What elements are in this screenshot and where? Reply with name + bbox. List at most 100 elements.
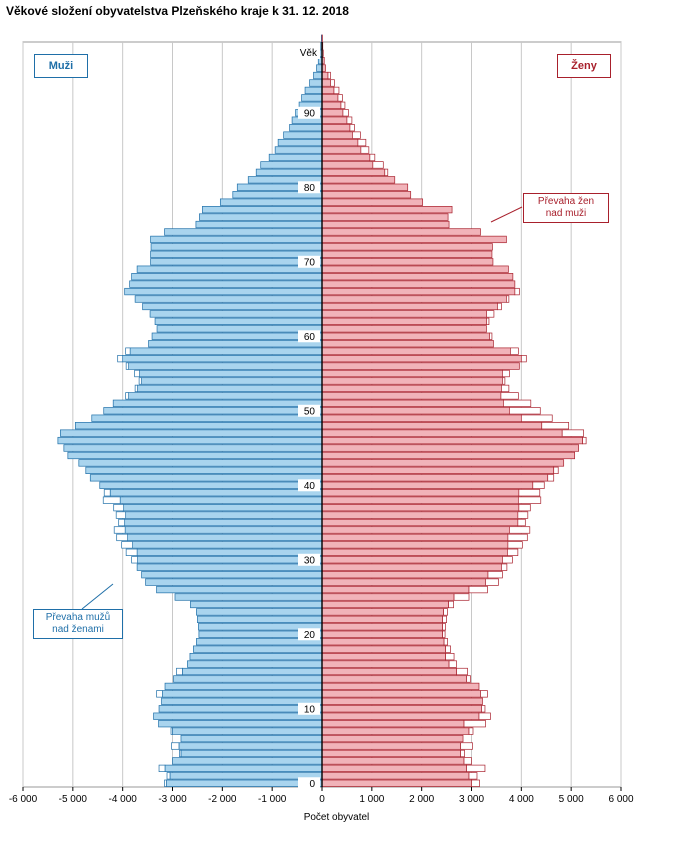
female-deficit-age-42 (553, 466, 559, 475)
female-bar-age-86 (321, 138, 359, 147)
male-bar-age-55 (139, 369, 323, 378)
legend-male: Muži (34, 54, 88, 78)
male-bar-age-45 (63, 444, 323, 452)
x-tick-label-2: -4 000 (108, 794, 137, 805)
female-deficit-age-40 (532, 481, 545, 489)
female-bar-age-3 (321, 757, 465, 765)
male-bar-age-34 (124, 526, 323, 534)
female-deficit-age-92 (337, 94, 343, 102)
x-tick-label-4: -2 000 (208, 794, 237, 805)
male-surplus-age-15 (176, 667, 183, 676)
male-bar-age-9 (153, 712, 323, 720)
female-bar-age-32 (321, 541, 509, 549)
male-bar-age-22 (197, 615, 323, 623)
female-bar-age-1 (321, 772, 470, 780)
male-bar-age-37 (123, 504, 323, 512)
male-bar-age-84 (268, 153, 323, 162)
female-bar-age-12 (321, 690, 481, 698)
male-bar-age-25 (174, 593, 323, 601)
x-tick-label-0: -6 000 (9, 794, 38, 805)
x-tick-label-5: -1 000 (258, 794, 287, 805)
male-bar-age-63 (149, 310, 323, 318)
male-bar-age-67 (129, 280, 323, 288)
male-surplus-note: Převaha mužů nad ženami (33, 609, 123, 639)
female-bar-age-80 (321, 183, 409, 191)
female-deficit-age-37 (518, 504, 531, 512)
female-bar-age-38 (321, 496, 519, 504)
female-bar-age-64 (321, 302, 498, 311)
female-bar-age-8 (321, 720, 465, 728)
age-tick-bg-1 (298, 702, 320, 715)
female-bar-age-87 (321, 131, 353, 139)
female-surplus-leader (490, 206, 523, 223)
female-bar-age-45 (321, 444, 579, 452)
female-bar-age-67 (321, 280, 516, 288)
female-bar-age-61 (321, 325, 487, 333)
female-bar-age-92 (321, 94, 339, 102)
female-deficit-age-91 (340, 101, 346, 109)
female-bar-age-30 (321, 556, 503, 564)
female-deficit-age-36 (517, 511, 529, 519)
x-tick-label-12: 6 000 (608, 794, 633, 805)
female-bar-age-23 (321, 608, 444, 616)
female-deficit-age-23 (443, 608, 448, 616)
female-deficit-age-15 (456, 667, 468, 676)
male-surplus-age-38 (102, 496, 121, 504)
age-tick-bg-6 (298, 330, 320, 343)
male-bar-age-41 (89, 474, 323, 482)
age-tick-label-9: 90 (304, 108, 316, 119)
female-bar-age-0 (321, 779, 472, 787)
male-bar-age-54 (141, 377, 323, 385)
female-surplus-note: Převaha žen nad muži (523, 193, 609, 223)
female-bar-age-71 (321, 250, 493, 258)
male-bar-age-17 (189, 652, 323, 661)
male-bar-age-33 (127, 533, 323, 542)
female-deficit-age-20 (442, 630, 446, 638)
female-bar-age-16 (321, 660, 450, 668)
male-bar-age-62 (154, 317, 323, 326)
female-bar-age-70 (321, 258, 494, 266)
male-surplus-leader (81, 583, 114, 610)
female-deficit-age-12 (480, 690, 488, 698)
male-bar-age-64 (142, 302, 323, 311)
male-bar-age-48 (74, 422, 323, 430)
female-deficit-age-19 (443, 638, 448, 646)
female-bar-age-48 (321, 422, 543, 430)
female-bar-age-46 (321, 436, 583, 445)
female-deficit-age-1 (468, 772, 478, 780)
male-bar-age-51 (112, 399, 323, 407)
male-surplus-age-4 (179, 749, 182, 758)
female-bar-age-53 (321, 384, 502, 393)
female-deficit-age-4 (460, 749, 465, 758)
age-axis-title-bg (292, 46, 320, 59)
male-bar-age-72 (150, 243, 323, 251)
female-bar-age-18 (321, 645, 446, 653)
female-deficit-age-32 (507, 541, 523, 549)
female-bar-age-84 (321, 153, 371, 162)
female-deficit-age-34 (509, 526, 531, 534)
male-bar-age-85 (274, 146, 323, 154)
female-deficit-age-14 (466, 675, 471, 683)
female-bar-age-39 (321, 489, 520, 497)
female-deficit-age-87 (352, 131, 361, 139)
bars (57, 34, 587, 787)
female-bar-age-49 (321, 414, 522, 422)
female-deficit-age-94 (330, 79, 335, 87)
male-surplus-age-30 (131, 556, 138, 564)
male-bar-age-61 (156, 325, 323, 333)
male-bar-age-77 (202, 206, 323, 214)
male-bar-age-6 (180, 734, 323, 743)
female-deficit-age-28 (487, 571, 503, 579)
male-bar-age-26 (156, 585, 323, 594)
male-bar-age-18 (193, 645, 323, 653)
female-bar-age-22 (321, 615, 443, 623)
female-bar-age-94 (321, 79, 331, 87)
age-tick-label-0: 0 (309, 779, 315, 790)
female-bar-age-36 (321, 511, 519, 519)
female-deficit-age-51 (503, 399, 532, 407)
male-bar-age-36 (125, 511, 323, 519)
male-surplus-age-1 (166, 772, 171, 780)
female-bar-age-85 (321, 146, 362, 154)
female-deficit-age-60 (489, 332, 493, 340)
male-bar-age-38 (119, 496, 323, 504)
